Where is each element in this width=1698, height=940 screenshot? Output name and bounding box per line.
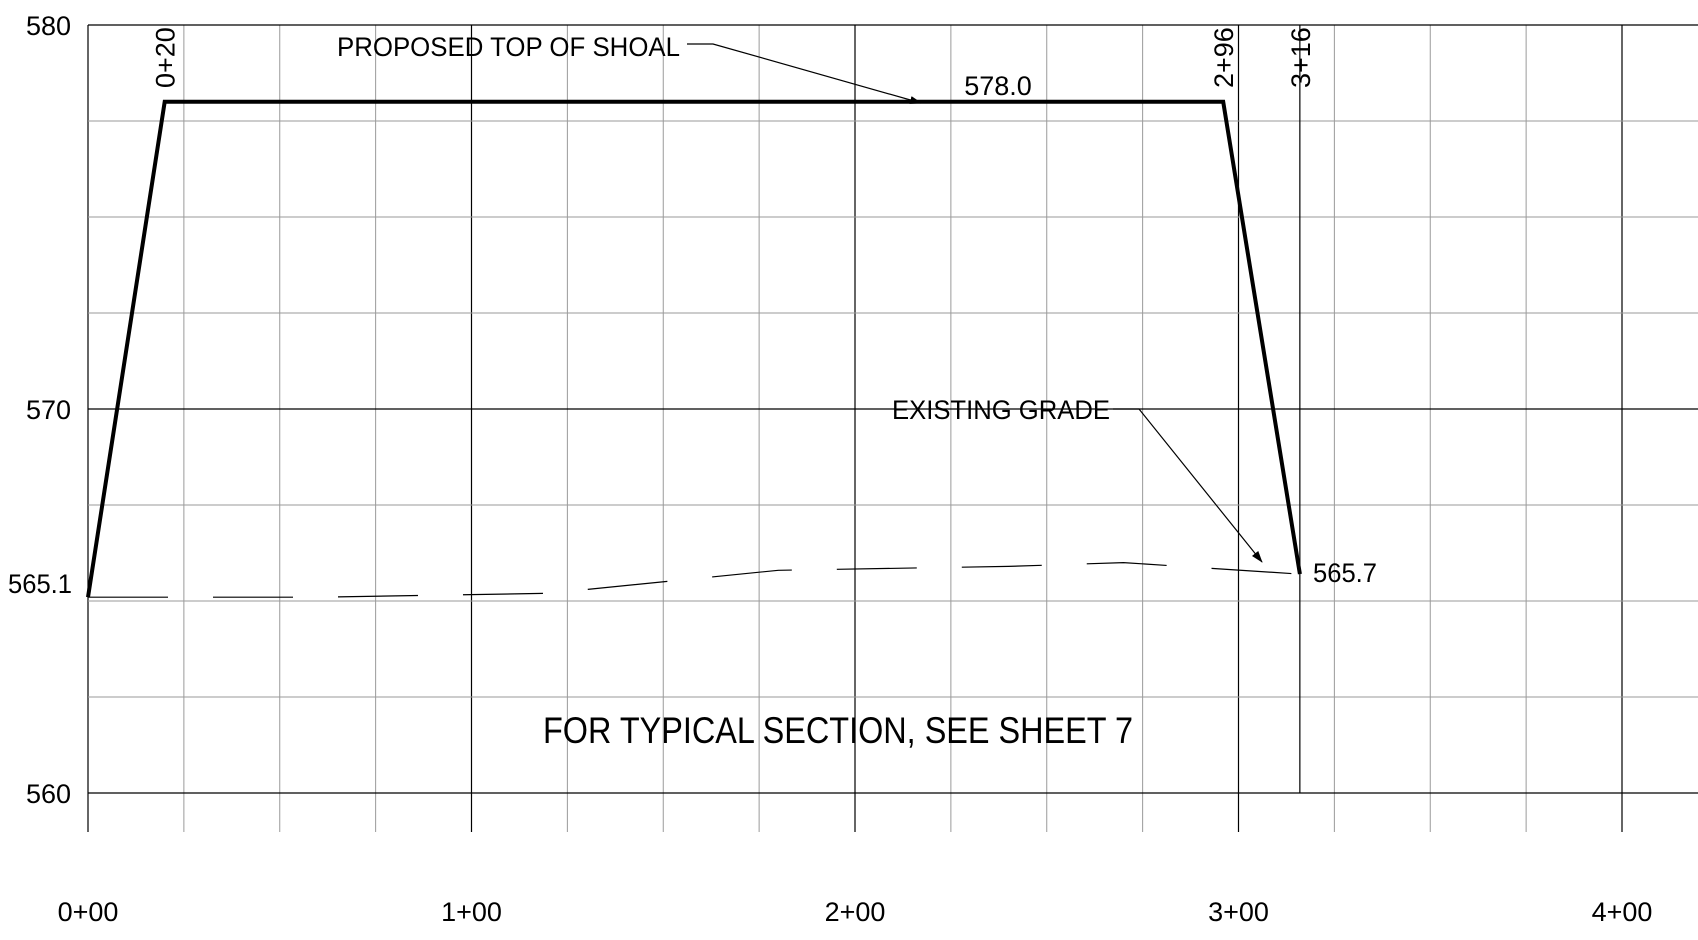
existing-grade-callout: EXISTING GRADE <box>892 395 1110 425</box>
station-tick-label: 2+00 <box>825 897 886 927</box>
existing-grade-leader <box>1113 408 1263 563</box>
station-tick-label: 3+00 <box>1208 897 1269 927</box>
station-tick-label: 4+00 <box>1592 897 1653 927</box>
elevation-tick-label: 570 <box>26 395 71 425</box>
proposed-top-of-shoal-line <box>86 99 1302 598</box>
station-callout-label: 0+20 <box>151 27 181 88</box>
station-callout-label: 2+96 <box>1209 27 1239 88</box>
station-tick-label: 1+00 <box>441 897 502 927</box>
elevation-tick-label: 580 <box>26 11 71 41</box>
end-elevation-label: 565.7 <box>1313 558 1377 588</box>
top-elevation-label: 578.0 <box>964 71 1032 101</box>
proposed-top-callout: PROPOSED TOP OF SHOAL <box>337 32 680 62</box>
axis-labels: 0+00 1+00 2+00 3+00 4+00 580 570 560 <box>26 11 1652 927</box>
station-callout-label: 3+16 <box>1286 27 1316 88</box>
existing-grade-line <box>88 561 1300 598</box>
grid <box>87 24 1698 832</box>
station-callouts: 0+20 2+96 3+16 <box>151 25 1316 793</box>
station-tick-label: 0+00 <box>58 897 119 927</box>
typical-section-note: FOR TYPICAL SECTION, SEE SHEET 7 <box>543 710 1133 751</box>
proposed-top-leader <box>687 43 922 104</box>
elevation-tick-label: 560 <box>26 779 71 809</box>
start-elevation-label: 565.1 <box>8 569 72 599</box>
